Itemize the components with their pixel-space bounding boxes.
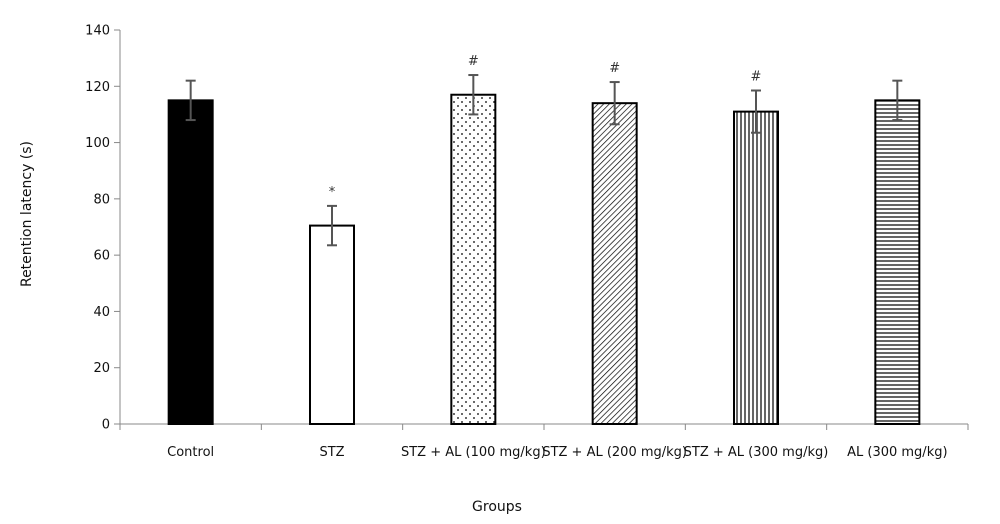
bar bbox=[874, 99, 921, 425]
y-tick-label: 40 bbox=[93, 305, 110, 320]
x-axis bbox=[119, 423, 969, 430]
category-label: STZ + AL (100 mg/kg) bbox=[401, 445, 546, 460]
category-labels: Control STZ STZ + AL (100 mg/kg)STZ + AL (… bbox=[167, 445, 947, 460]
error-bar bbox=[892, 79, 903, 122]
category-label: AL (300 mg/kg) bbox=[847, 445, 947, 460]
y-axis: 0 20 40 60 80 100 120 140 bbox=[85, 24, 121, 433]
y-tick-label: 140 bbox=[85, 24, 110, 39]
error-bar bbox=[468, 74, 479, 116]
x-axis-title: Groups bbox=[472, 499, 522, 515]
y-tick-label: 60 bbox=[93, 249, 110, 264]
bar bbox=[309, 224, 355, 425]
bar bbox=[733, 110, 779, 425]
category-label: Control bbox=[167, 445, 214, 460]
significance-mark: * bbox=[329, 185, 336, 200]
annotations: * # # # bbox=[329, 54, 762, 200]
bars bbox=[167, 93, 921, 426]
category-label: STZ + AL (200 mg/kg) bbox=[542, 445, 687, 460]
y-tick-label: 120 bbox=[85, 80, 110, 95]
y-tick-label: 0 bbox=[102, 418, 110, 433]
error-bars bbox=[185, 74, 903, 247]
error-bar bbox=[609, 81, 620, 126]
category-label: STZ + AL (300 mg/kg) bbox=[684, 445, 829, 460]
y-tick-label: 20 bbox=[93, 361, 110, 376]
bar bbox=[450, 93, 497, 425]
error-bar bbox=[327, 204, 337, 247]
significance-mark: # bbox=[751, 70, 762, 85]
significance-mark: # bbox=[468, 54, 479, 69]
bar bbox=[591, 102, 638, 426]
significance-mark: # bbox=[609, 61, 620, 76]
category-label: STZ bbox=[319, 445, 344, 460]
y-axis-title: Retention latency (s) bbox=[19, 141, 35, 287]
error-bar bbox=[751, 89, 761, 134]
y-tick-label: 80 bbox=[93, 192, 110, 207]
bar bbox=[167, 99, 214, 425]
y-tick-label: 100 bbox=[85, 136, 110, 151]
error-bar bbox=[185, 79, 196, 122]
